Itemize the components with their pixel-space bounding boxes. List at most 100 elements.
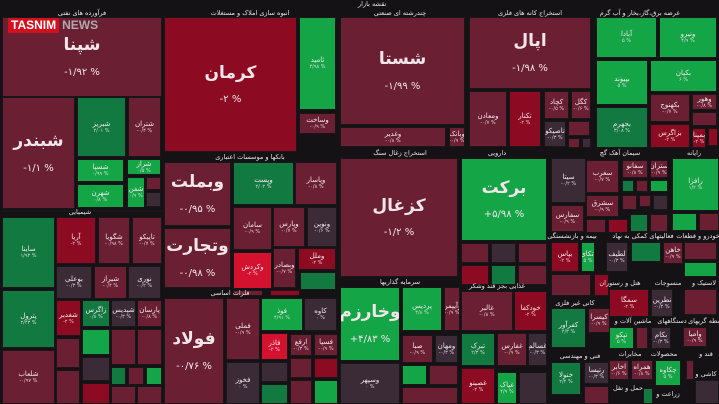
treemap-tile-small[interactable]	[650, 214, 668, 232]
treemap-tile-small[interactable]	[56, 370, 80, 404]
treemap-tile[interactable]: اخابر -۰/۶ %	[609, 360, 629, 380]
treemap-tile[interactable]: بکام -۰/۳ %	[651, 327, 671, 349]
treemap-tile-small[interactable]	[582, 138, 591, 148]
treemap-tile[interactable]: پترول ۲/۴۳ %	[2, 290, 55, 348]
treemap-tile[interactable]: شسپا ۰/۹۹ %	[77, 159, 124, 182]
treemap-tile-small[interactable]	[429, 365, 458, 385]
treemap-tile[interactable]: کزغال -۱/۲ %	[340, 158, 458, 277]
treemap-tile[interactable]: شیراز -۰/۴ %	[94, 266, 127, 299]
treemap-tile-small[interactable]	[270, 290, 300, 296]
treemap-tile-small[interactable]	[233, 290, 263, 296]
treemap-tile[interactable]: اتکای ۵ %	[581, 242, 595, 272]
treemap-tile[interactable]: وخارزم +۴/۸۳ %	[340, 287, 400, 361]
treemap-tile[interactable]: وبملت -۰/۹۵ %	[164, 162, 231, 226]
treemap-tile[interactable]: بزاگرس -۲ %	[650, 124, 690, 148]
treemap-tile-small[interactable]	[684, 242, 717, 260]
treemap-tile[interactable]: سیتا -۰/۲ %	[551, 158, 586, 203]
treemap-tile-small[interactable]	[672, 213, 697, 231]
treemap-tile-small[interactable]	[82, 357, 110, 381]
treemap-tile[interactable]: وبانک -۰/۹ %	[449, 127, 465, 147]
treemap-tile[interactable]: رتپسا -۰/۳ %	[584, 362, 609, 384]
treemap-tile[interactable]: کیسرا -۰/۹ %	[588, 308, 610, 333]
treemap-tile[interactable]: شفن ۰/۹ %	[127, 177, 145, 208]
treemap-tile-small[interactable]	[111, 329, 136, 365]
treemap-tile[interactable]: ونیرو ۴/۹ %	[659, 17, 717, 58]
treemap-tile[interactable]: بجهرم ۳/۰۸ %	[596, 107, 648, 148]
treemap-tile[interactable]: چکاوه ۵ %	[655, 360, 681, 386]
treemap-tile[interactable]: ثامید ۴/۹۸ %	[299, 17, 336, 110]
treemap-tile-small[interactable]	[608, 219, 628, 233]
treemap-tile[interactable]: آبادا ۵ %	[596, 17, 657, 58]
treemap-tile[interactable]: سغرب -۰/۷ %	[586, 160, 619, 193]
treemap-tile[interactable]: سامان -۰/۹ %	[233, 207, 272, 250]
treemap-tile-small[interactable]	[2, 210, 162, 212]
treemap-tile[interactable]: فولاد -۰/۷۶ %	[164, 298, 224, 404]
treemap-tile[interactable]: وساخت -۰/۹ %	[299, 113, 336, 134]
treemap-tile[interactable]: شتران -۰/۳ %	[128, 97, 161, 157]
treemap-tile-small[interactable]	[82, 383, 110, 404]
treemap-tile[interactable]: بوعلی -۰/۳ %	[56, 266, 92, 299]
treemap-tile-small[interactable]	[491, 243, 516, 263]
treemap-tile[interactable]: غپاک ۴/۹ %	[497, 372, 517, 404]
treemap-tile-small[interactable]	[146, 367, 162, 385]
treemap-tile-small[interactable]	[653, 195, 668, 210]
treemap-tile-small[interactable]	[650, 180, 668, 192]
treemap-tile[interactable]: وملل -۲ %	[298, 248, 336, 270]
treemap-tile[interactable]: ستران -۰/۹ %	[650, 160, 668, 178]
treemap-tile[interactable]: سفارس -۰/۹ %	[551, 205, 584, 232]
treemap-tile-small[interactable]	[402, 365, 427, 385]
treemap-tile[interactable]: سمگا -۲ %	[609, 289, 649, 317]
treemap-tile-small[interactable]	[82, 329, 110, 355]
treemap-tile[interactable]: صبا -۰/۹ %	[402, 335, 433, 363]
treemap-tile-small[interactable]	[300, 272, 336, 290]
treemap-tile[interactable]: شستا -۱/۹۹ %	[340, 17, 465, 125]
treemap-tile-small[interactable]	[314, 380, 338, 404]
treemap-tile[interactable]: شپدیس -۰/۳ %	[111, 300, 136, 327]
treemap-tile[interactable]: اپال -۱/۹۸ %	[469, 17, 591, 89]
treemap-tile-small[interactable]	[491, 265, 516, 285]
treemap-tile[interactable]: وکردش -۲ %	[233, 252, 272, 289]
treemap-tile[interactable]: غسالم -۰/۳ %	[528, 333, 547, 366]
treemap-tile-small[interactable]	[584, 386, 609, 404]
treemap-tile-small[interactable]	[146, 177, 161, 190]
treemap-tile[interactable]: وپارس -۰/۷ %	[273, 207, 305, 247]
treemap-tile-small[interactable]	[699, 213, 719, 231]
treemap-tile[interactable]: تبرک ۲/۳ %	[461, 333, 495, 366]
treemap-tile[interactable]: کاوه ۰ %	[304, 298, 337, 331]
treemap-tile-small[interactable]	[518, 243, 547, 263]
treemap-tile[interactable]: نوری -۰/۲ %	[128, 266, 161, 299]
treemap-tile-small[interactable]	[111, 386, 136, 404]
treemap-tile[interactable]: وغدیر -۰/۸ %	[340, 127, 446, 147]
treemap-tile-small[interactable]	[643, 388, 653, 404]
treemap-tile[interactable]: ومهان -۰/۳ %	[435, 335, 458, 363]
treemap-tile[interactable]: تپکو ۵ %	[609, 327, 634, 349]
treemap-tile-small[interactable]	[290, 380, 312, 404]
treemap-tile-small[interactable]	[518, 265, 547, 285]
treemap-tile[interactable]: بپاس -۲ %	[551, 242, 579, 272]
treemap-tile-small[interactable]	[622, 195, 637, 210]
treemap-tile[interactable]: ارفع -۰/۳ %	[290, 334, 312, 356]
treemap-tile[interactable]: پردیس ۴/۸ %	[402, 287, 442, 331]
treemap-tile[interactable]: آریا -۲ %	[56, 217, 96, 264]
treemap-tile[interactable]: سشرق -۰/۹ %	[586, 195, 619, 217]
treemap-tile[interactable]: تاپیکو -۰/۷ %	[132, 217, 162, 264]
treemap-tile-small[interactable]	[111, 367, 126, 385]
treemap-tile[interactable]: کگل -۰/۶ %	[571, 91, 591, 119]
treemap-tile[interactable]: غفارس -۰/۹ %	[497, 333, 527, 366]
treemap-tile[interactable]: فسپا -۰/۹ %	[314, 334, 338, 356]
treemap-tile[interactable]: بکهنوج -۰/۷ %	[650, 94, 690, 122]
treemap-tile[interactable]: ساینا ۱/۹۳ %	[2, 217, 55, 288]
treemap-tile[interactable]: همراه -۰/۸ %	[631, 360, 653, 380]
treemap-tile-small[interactable]	[568, 121, 590, 136]
treemap-tile[interactable]: کچاد -۰/۵ %	[544, 91, 569, 119]
treemap-tile[interactable]: نطرین -۰/۲ %	[651, 289, 673, 317]
treemap-tile[interactable]: برکت +۵/۹۸ %	[461, 158, 547, 241]
treemap-tile[interactable]: ونوین -۰/۶ %	[307, 207, 337, 247]
treemap-tile-small[interactable]	[402, 387, 458, 404]
treemap-tile-small[interactable]	[314, 358, 338, 378]
treemap-tile[interactable]: رافزا ۱/۲ %	[672, 158, 719, 211]
treemap-tile-small[interactable]	[636, 180, 648, 192]
treemap-tile-small[interactable]	[686, 360, 694, 380]
treemap-tile[interactable]: خنولا ۲/۲ %	[551, 362, 581, 395]
treemap-tile[interactable]: وپاسار -۰/۸ %	[295, 162, 337, 205]
